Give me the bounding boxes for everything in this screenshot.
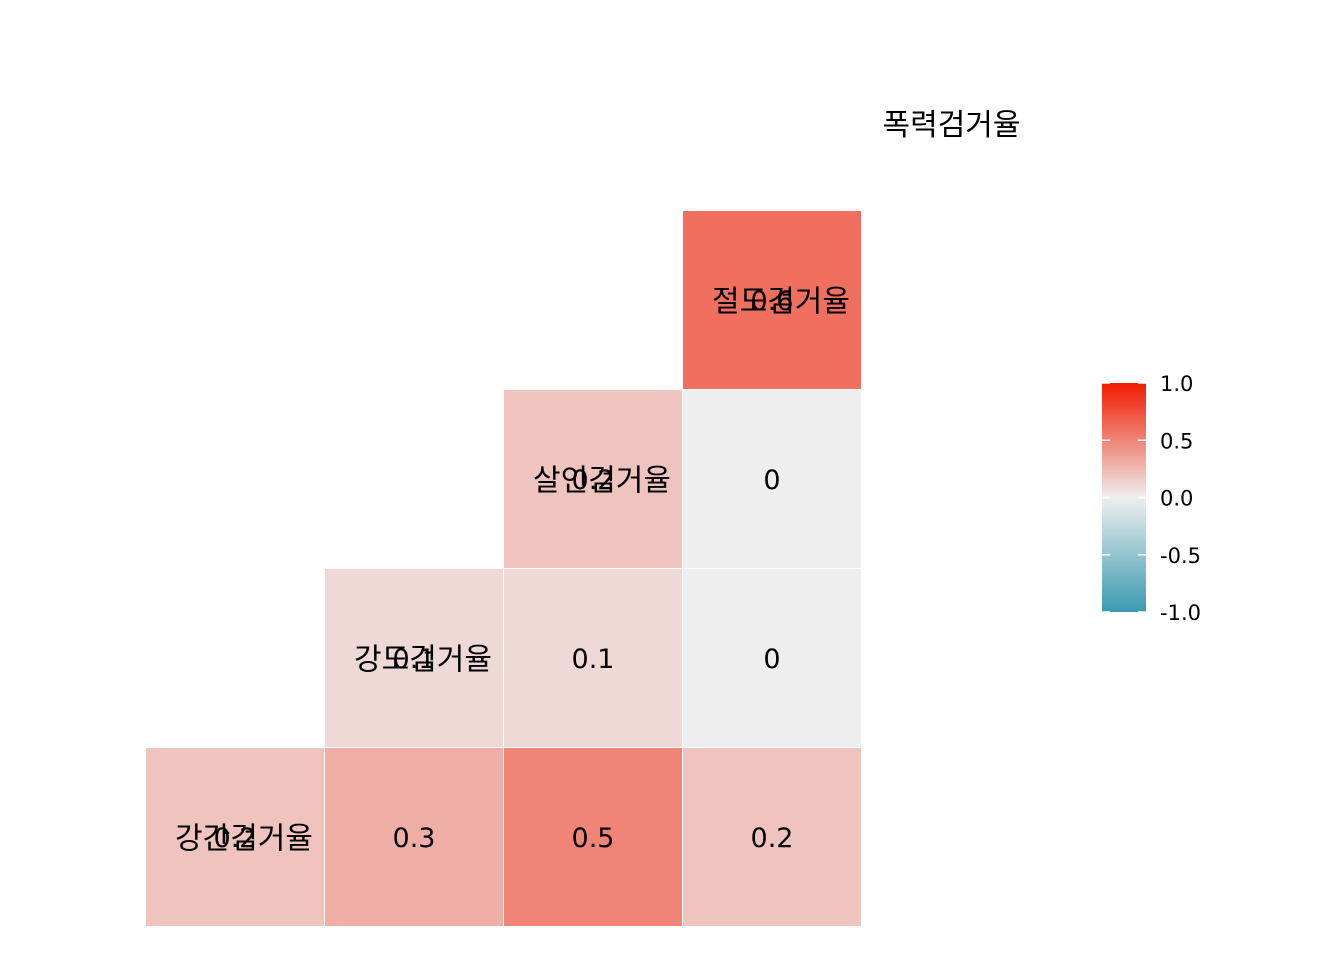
variable-label: 살인검거율 — [533, 464, 671, 499]
legend-tick-label: -1.0 — [1160, 601, 1201, 625]
legend-tick-label: 0.5 — [1160, 429, 1193, 453]
legend-tick-label: 1.0 — [1160, 372, 1193, 396]
heatmap-cell — [683, 211, 861, 389]
heatmap-cell — [504, 748, 682, 926]
heatmap-cell-value: 0.2 — [751, 823, 794, 854]
heatmap-cell — [146, 748, 324, 926]
heatmap-cell — [504, 569, 682, 747]
legend-ticks: 1.0 0.5 0.0 -0.5 -1.0 — [1102, 372, 1201, 625]
heatmap-cell — [683, 748, 861, 926]
variable-label: 폭력검거율 — [883, 108, 1021, 143]
heatmap-cell — [683, 390, 861, 568]
heatmap-cell-value: 0 — [763, 644, 780, 675]
heatmap-cell — [325, 748, 503, 926]
heatmap-cell-labels: 0.2 0.3 0.5 0.2 0.1 0.1 0 0.2 0 0.6 — [214, 286, 794, 854]
variable-label: 절도검거율 — [712, 285, 850, 320]
heatmap-cell — [683, 569, 861, 747]
heatmap-cell-value: 0.6 — [751, 286, 794, 317]
heatmap-cell-value: 0 — [763, 465, 780, 496]
heatmap-cell-value: 0.1 — [572, 644, 615, 675]
legend-tick-label: 0.0 — [1160, 487, 1193, 511]
heatmap-cell-value: 0.2 — [572, 465, 615, 496]
variable-labels: 강간검거율 강도검거율 살인검거율 절도검거율 폭력검거율 — [175, 108, 1021, 857]
heatmap-cell-value: 0.3 — [393, 823, 436, 854]
variable-label: 강도검거율 — [354, 643, 492, 678]
heatmap-cell — [504, 390, 682, 568]
heatmap-cell-value: 0.1 — [393, 644, 436, 675]
heatmap-cell — [325, 569, 503, 747]
legend-tick-label: -0.5 — [1160, 544, 1201, 568]
variable-label: 강간검거율 — [175, 822, 313, 857]
heatmap-cell-value: 0.5 — [572, 823, 615, 854]
heatmap-cell-value: 0.2 — [214, 823, 257, 854]
heatmap-cells — [146, 211, 861, 926]
color-legend: 1.0 0.5 0.0 -0.5 -1.0 — [1102, 372, 1201, 625]
